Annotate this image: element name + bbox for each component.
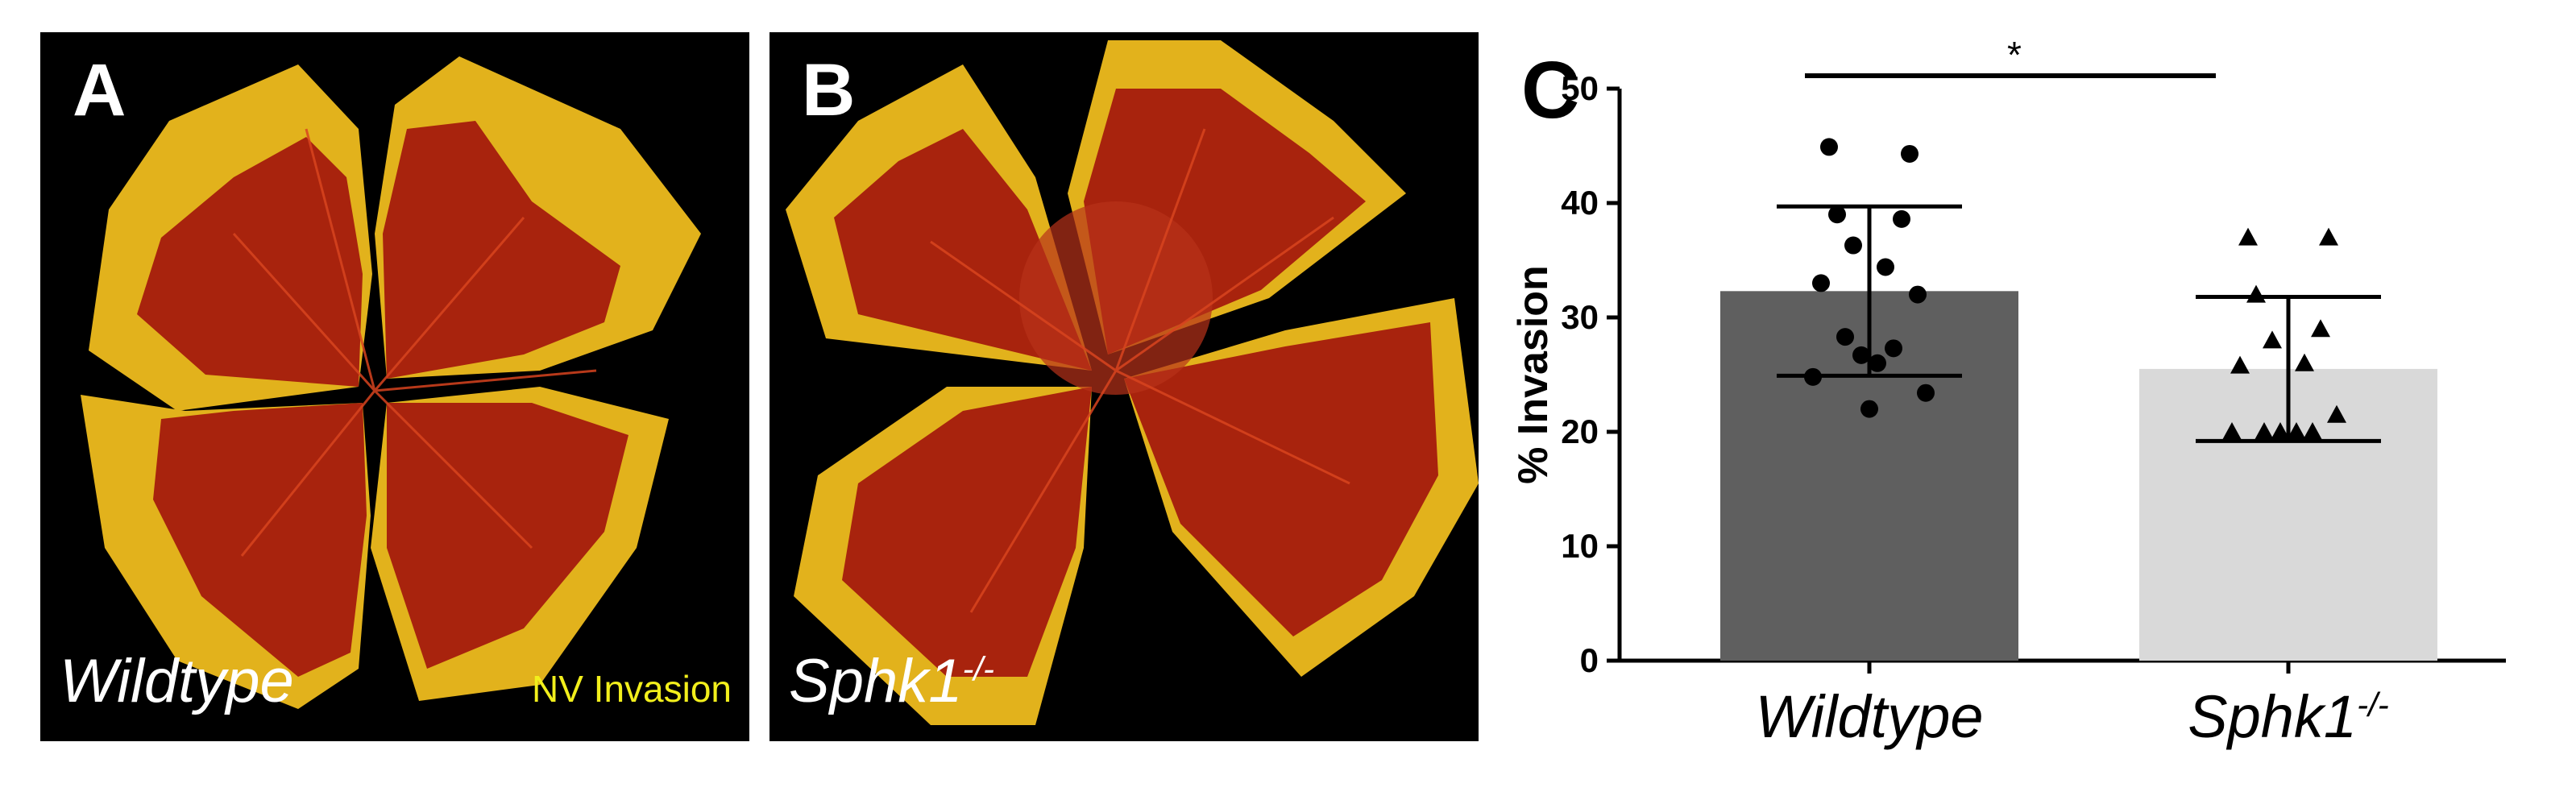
point-wildtype	[1820, 138, 1838, 156]
point-wildtype	[1804, 367, 1822, 386]
y-tick-label: 30	[1561, 298, 1599, 336]
point-wildtype	[1812, 274, 1830, 292]
y-tick-label: 10	[1561, 527, 1599, 565]
point-wildtype	[1860, 400, 1878, 418]
point-wildtype	[1901, 144, 1919, 163]
point-sphk1	[2271, 422, 2290, 440]
point-sphk1	[2238, 227, 2258, 246]
point-sphk1	[2230, 355, 2250, 374]
point-sphk1	[2255, 422, 2274, 440]
point-wildtype	[1844, 236, 1862, 255]
point-sphk1	[2246, 284, 2266, 303]
y-tick-label: 20	[1561, 413, 1599, 450]
point-wildtype	[1885, 339, 1902, 358]
point-wildtype	[1909, 285, 1927, 304]
point-sphk1	[2303, 422, 2322, 440]
point-sphk1	[2311, 319, 2330, 338]
panel-label-a: A	[73, 49, 127, 131]
petal-right-core	[1124, 322, 1438, 636]
chart-data-points	[1804, 138, 2346, 440]
retina-image-sphk1: B Sphk1-/-	[769, 32, 1479, 741]
genotype-label-wildtype: Wildtype	[60, 647, 294, 715]
x-category-label: Sphk1-/-	[2188, 683, 2388, 750]
retina-image-wildtype: A Wildtype NV Invasion	[40, 32, 749, 741]
point-sphk1	[2295, 353, 2314, 371]
invasion-bar-chart: 0 10 20 30 40 50 % Invasion Wildtype Sphk1-/- *	[1515, 34, 2506, 750]
petal-ll-core	[153, 403, 367, 677]
panel-label-b: B	[802, 49, 856, 131]
point-wildtype	[1869, 354, 1886, 372]
petal-ll-core	[842, 387, 1092, 677]
petal-ul-core	[137, 137, 363, 387]
y-tick-label: 0	[1580, 641, 1599, 679]
retina-petals	[81, 56, 701, 709]
retina-flatmount-wildtype	[81, 56, 701, 709]
panel-label-c: C	[1521, 45, 1580, 135]
point-wildtype	[1877, 258, 1894, 276]
chart-bars	[1720, 291, 2437, 661]
point-wildtype	[1893, 209, 1910, 228]
point-wildtype	[1917, 383, 1935, 402]
point-sphk1	[2327, 404, 2346, 423]
nv-invasion-legend: NV Invasion	[531, 668, 732, 710]
point-sphk1	[2263, 330, 2282, 349]
chart-labels: % Invasion Wildtype Sphk1-/- *	[1515, 34, 2389, 750]
genotype-label-sphk1: Sphk1-/-	[789, 647, 994, 715]
point-wildtype	[1836, 328, 1854, 346]
x-category-label: Wildtype	[1755, 683, 1983, 750]
point-wildtype	[1852, 346, 1870, 364]
point-sphk1	[2319, 227, 2338, 246]
y-axis-label: % Invasion	[1515, 265, 1557, 484]
petal-lr-core	[387, 403, 628, 669]
petal-ur-core	[383, 121, 620, 379]
y-tick-label: 40	[1561, 184, 1599, 222]
point-sphk1	[2222, 422, 2242, 440]
retina-flatmount-sphk1	[786, 40, 1479, 725]
point-sphk1	[2287, 422, 2306, 440]
point-wildtype	[1828, 205, 1846, 224]
y-tick-label: 50	[1561, 69, 1599, 107]
significance-star: *	[2007, 34, 2022, 76]
retina-vessels	[232, 128, 597, 557]
retina-petals	[786, 40, 1479, 725]
retina-vessels	[930, 128, 1350, 613]
optic-disc-area	[1019, 201, 1213, 395]
